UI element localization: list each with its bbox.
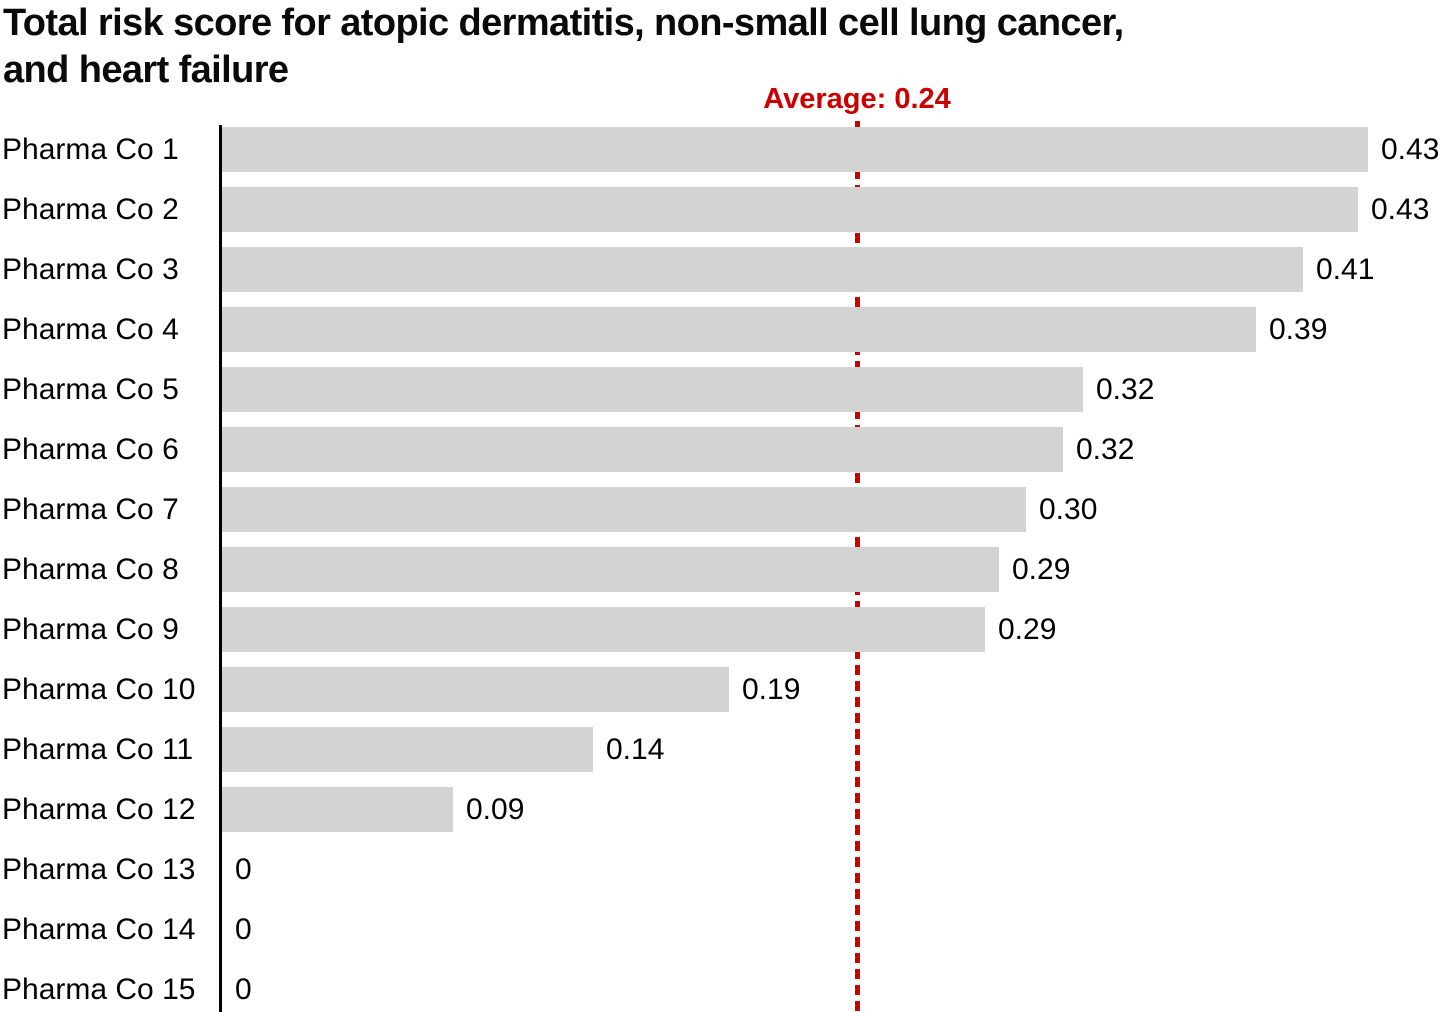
bar [222,427,1063,472]
category-label: Pharma Co 1 [2,133,179,166]
y-axis-line [219,125,222,1012]
bar [222,487,1026,532]
bar-row: Pharma Co 10 0.19 [0,667,1440,712]
bar-row: Pharma Co 8 0.29 [0,547,1440,592]
value-label: 0.29 [1012,553,1071,586]
value-label: 0.29 [998,613,1057,646]
bar-row: Pharma Co 11 0.14 [0,727,1440,772]
category-label: Pharma Co 12 [2,793,196,826]
bar-row: Pharma Co 1 0.43 [0,127,1440,172]
value-label: 0.41 [1316,253,1375,286]
category-label: Pharma Co 6 [2,433,179,466]
bar-row: Pharma Co 4 0.39 [0,307,1440,352]
value-label: 0.09 [466,793,525,826]
bar [222,307,1256,352]
category-label: Pharma Co 13 [2,853,196,886]
category-label: Pharma Co 9 [2,613,179,646]
value-label: 0.43 [1371,193,1430,226]
bar [222,127,1368,172]
category-label: Pharma Co 7 [2,493,179,526]
bar [222,667,729,712]
value-label: 0 [235,973,252,1006]
value-label: 0.39 [1269,313,1328,346]
bar [222,727,593,772]
value-label: 0.30 [1039,493,1098,526]
category-label: Pharma Co 11 [2,733,194,766]
chart-title: Total risk score for atopic dermatitis, … [3,0,1124,94]
bar-row: Pharma Co 6 0.32 [0,427,1440,472]
category-label: Pharma Co 4 [2,313,179,346]
bar-row: Pharma Co 5 0.32 [0,367,1440,412]
category-label: Pharma Co 5 [2,373,179,406]
category-label: Pharma Co 8 [2,553,179,586]
bar-row: Pharma Co 15 0 [0,967,1440,1012]
category-label: Pharma Co 10 [2,673,196,706]
bar-row: Pharma Co 12 0.09 [0,787,1440,832]
bar [222,547,999,592]
value-label: 0 [235,853,252,886]
bar [222,787,453,832]
category-label: Pharma Co 14 [2,913,196,946]
bar [222,247,1303,292]
average-annotation: Average: 0.24 [763,83,951,115]
value-label: 0.32 [1076,433,1135,466]
category-label: Pharma Co 3 [2,253,179,286]
bar-row: Pharma Co 9 0.29 [0,607,1440,652]
value-label: 0.43 [1381,133,1440,166]
bar-row: Pharma Co 2 0.43 [0,187,1440,232]
category-label: Pharma Co 2 [2,193,179,226]
bar-row: Pharma Co 14 0 [0,907,1440,952]
bar [222,367,1083,412]
chart-title-line-1: Total risk score for atopic dermatitis, … [3,2,1124,44]
bar-row: Pharma Co 13 0 [0,847,1440,892]
bar [222,607,985,652]
value-label: 0.32 [1096,373,1155,406]
category-label: Pharma Co 15 [2,973,196,1006]
chart-title-line-2: and heart failure [3,49,289,91]
bar [222,187,1358,232]
value-label: 0.19 [742,673,801,706]
bar-row: Pharma Co 7 0.30 [0,487,1440,532]
bar-row: Pharma Co 3 0.41 [0,247,1440,292]
value-label: 0.14 [606,733,665,766]
value-label: 0 [235,913,252,946]
